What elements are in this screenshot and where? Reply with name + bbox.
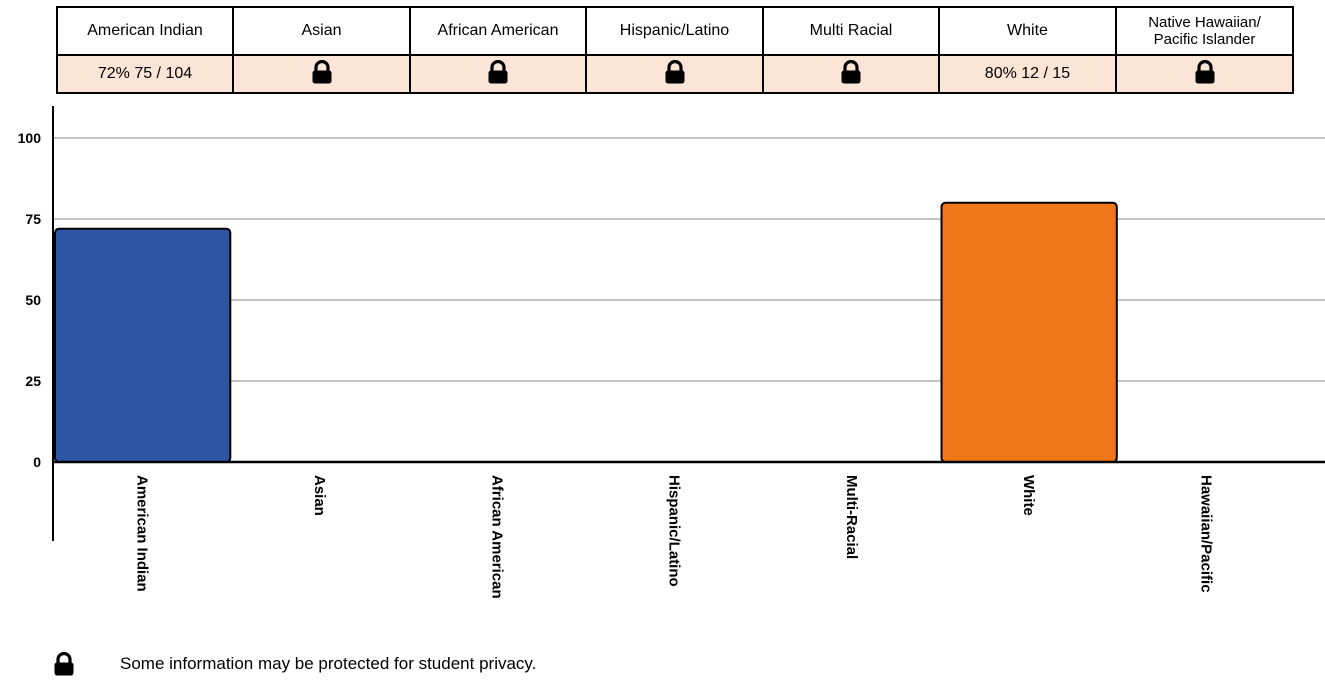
value-multi-racial — [762, 54, 940, 94]
x-category-label: Hispanic/Latino — [666, 475, 683, 587]
y-tick-label: 75 — [25, 211, 41, 227]
value-african-american — [409, 54, 587, 94]
lock-icon — [840, 59, 862, 89]
x-category-label: Hawaiian/Pacific — [1197, 475, 1214, 593]
value-white: 80% 12 / 15 — [938, 54, 1117, 94]
summary-value-row: 72% 75 / 104 80% 12 / 15 — [56, 54, 1294, 94]
summary-header-row: American Indian Asian African American H… — [56, 6, 1294, 56]
x-category-label: Asian — [311, 475, 328, 516]
x-category-label: White — [1020, 475, 1037, 516]
lock-icon — [311, 59, 333, 89]
privacy-note-text: Some information may be protected for st… — [120, 654, 537, 673]
bar — [940, 201, 1118, 464]
header-american-indian: American Indian — [56, 6, 234, 56]
bar-chart: 0 25 50 75 100 American Indian Asian African Am… — [18, 106, 1325, 599]
value-native-hawaiian — [1115, 54, 1294, 94]
header-multi-racial: Multi Racial — [762, 6, 940, 56]
x-category-label: American Indian — [134, 475, 151, 592]
x-category-label: African American — [488, 475, 505, 599]
header-hispanic-latino: Hispanic/Latino — [585, 6, 764, 56]
header-african-american: African American — [409, 6, 587, 56]
y-tick-label: 100 — [18, 130, 42, 146]
summary-table: American Indian Asian African American H… — [56, 6, 1294, 94]
lock-icon — [53, 651, 75, 681]
value-hispanic-latino — [585, 54, 764, 94]
header-native-hawaiian-line1: Native Hawaiian/ — [1148, 14, 1261, 31]
lock-icon — [664, 59, 686, 89]
y-tick-label: 50 — [25, 292, 41, 308]
header-asian: Asian — [232, 6, 411, 56]
value-american-indian: 72% 75 / 104 — [56, 54, 234, 94]
y-tick-label: 25 — [25, 373, 41, 389]
header-native-hawaiian-line2: Pacific Islander — [1153, 31, 1256, 48]
x-category-label: Multi-Racial — [843, 475, 860, 559]
y-tick-label: 0 — [33, 454, 41, 470]
header-white: White — [938, 6, 1117, 56]
value-asian — [232, 54, 411, 94]
lock-icon — [487, 59, 509, 89]
header-native-hawaiian: Native Hawaiian/ Pacific Islander — [1115, 6, 1294, 56]
lock-icon — [1194, 59, 1216, 89]
bar — [54, 227, 232, 463]
